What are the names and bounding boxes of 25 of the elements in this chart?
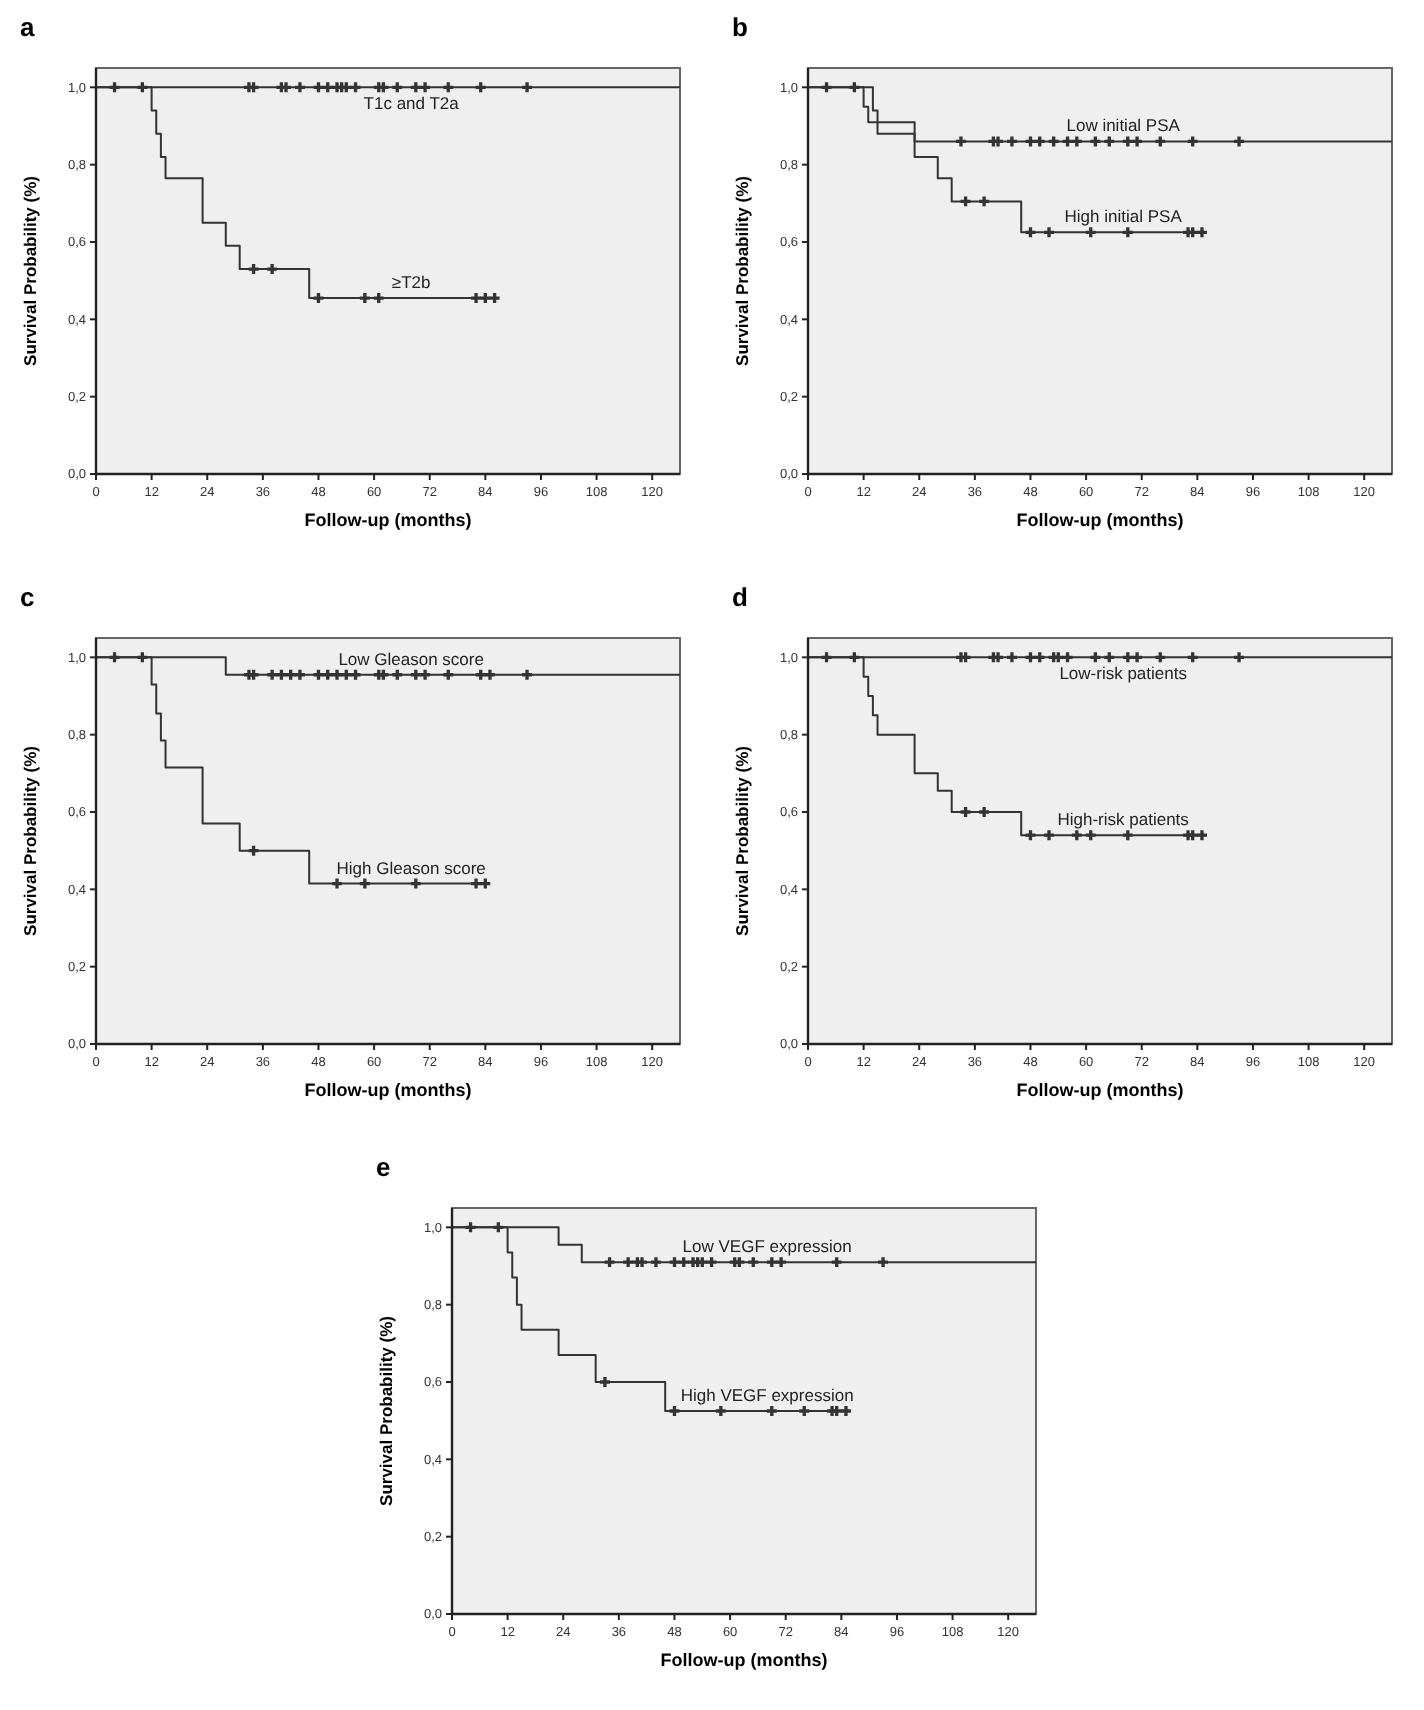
y-axis-title: Survival Probability (%) <box>20 745 40 936</box>
series-label: Low-risk patients <box>1059 663 1187 684</box>
x-axis-title: Follow-up (months) <box>1016 510 1184 530</box>
series-label: High VEGF expression <box>680 1385 855 1405</box>
x-axis-title: Follow-up (months) <box>660 1650 828 1670</box>
y-axis-title: Survival Probability (%) <box>732 175 752 366</box>
chart-title: b <box>732 12 748 42</box>
chart-title: d <box>732 582 748 612</box>
x-axis-title: Follow-up (months) <box>304 1080 472 1100</box>
series-label: Low Gleason score <box>338 648 485 669</box>
y-axis-title: Survival Probability (%) <box>20 175 40 366</box>
chart-title: e <box>376 1152 391 1182</box>
series-label: Low initial PSA <box>1066 115 1181 136</box>
series-label: T1c and T2a <box>363 93 460 114</box>
series-label: High Gleason score <box>336 857 487 878</box>
chart-title: c <box>20 582 35 612</box>
chart-title: a <box>20 12 36 42</box>
series-label: Low VEGF expression <box>682 1236 853 1257</box>
y-axis-title: Survival Probability (%) <box>376 1315 396 1506</box>
y-axis-title: Survival Probability (%) <box>732 745 752 936</box>
x-axis-title: Follow-up (months) <box>304 510 472 530</box>
x-axis-title: Follow-up (months) <box>1016 1080 1184 1100</box>
series-label: ≥T2b <box>391 272 432 293</box>
series-label: High-risk patients <box>1057 809 1189 830</box>
series-label: High initial PSA <box>1064 206 1183 227</box>
